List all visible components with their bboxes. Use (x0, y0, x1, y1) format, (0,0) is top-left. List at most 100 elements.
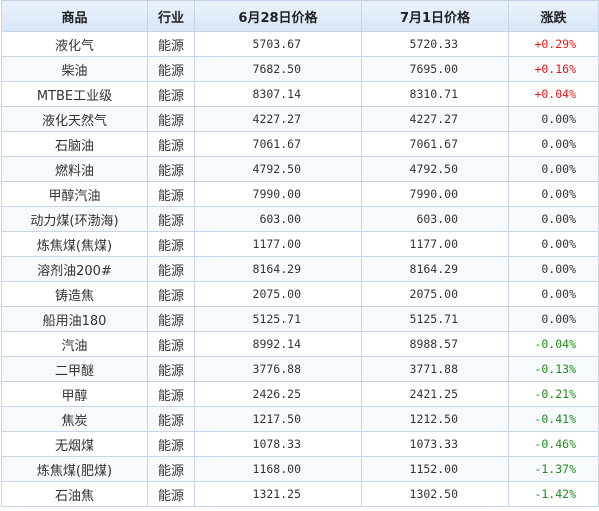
change-cell: 0.00% (508, 131, 599, 157)
commodity-name: 无烟煤 (1, 431, 148, 457)
commodity-name: 汽油 (1, 331, 148, 357)
change-cell: -1.42% (508, 481, 599, 507)
price-jun28-cell: 8307.14 (194, 81, 362, 107)
price-jul1-cell: 1152.00 (361, 456, 509, 482)
price-jun28-cell: 1217.50 (194, 406, 362, 432)
industry-cell: 能源 (147, 56, 195, 82)
commodity-name: 动力煤(环渤海) (1, 206, 148, 232)
price-jun28-cell: 7682.50 (194, 56, 362, 82)
change-cell: 0.00% (508, 281, 599, 307)
table-row: 燃料油 能源 4792.50 4792.50 0.00% (1, 156, 599, 182)
price-jun28-cell: 1078.33 (194, 431, 362, 457)
industry-cell: 能源 (147, 181, 195, 207)
commodity-name: 石脑油 (1, 131, 148, 157)
commodity-name: 液化气 (1, 31, 148, 57)
table-row: 动力煤(环渤海) 能源 603.00 603.00 0.00% (1, 206, 599, 232)
change-cell: -1.37% (508, 456, 599, 482)
change-cell: +0.29% (508, 31, 599, 57)
price-jun28-cell: 3776.88 (194, 356, 362, 382)
table-row: 船用油180 能源 5125.71 5125.71 0.00% (1, 306, 599, 332)
price-jul1-cell: 2075.00 (361, 281, 509, 307)
price-jul1-cell: 1073.33 (361, 431, 509, 457)
table-body: 液化气 能源 5703.67 5720.33 +0.29% 柴油 能源 7682.50 7695… (1, 31, 599, 507)
commodity-name: 石油焦 (1, 481, 148, 507)
price-jul1-cell: 603.00 (361, 206, 509, 232)
industry-cell: 能源 (147, 156, 195, 182)
table-row: 铸造焦 能源 2075.00 2075.00 0.00% (1, 281, 599, 307)
price-jun28-cell: 4792.50 (194, 156, 362, 182)
price-jun28-cell: 8992.14 (194, 331, 362, 357)
header-price-jul1: 7月1日价格 (361, 0, 509, 32)
industry-cell: 能源 (147, 31, 195, 57)
industry-cell: 能源 (147, 306, 195, 332)
commodity-name: 甲醇汽油 (1, 181, 148, 207)
table-row: 甲醇 能源 2426.25 2421.25 -0.21% (1, 381, 599, 407)
table-row: 汽油 能源 8992.14 8988.57 -0.04% (1, 331, 599, 357)
industry-cell: 能源 (147, 106, 195, 132)
price-jun28-cell: 603.00 (194, 206, 362, 232)
change-cell: 0.00% (508, 231, 599, 257)
change-cell: 0.00% (508, 106, 599, 132)
price-jul1-cell: 8164.29 (361, 256, 509, 282)
price-jun28-cell: 7061.67 (194, 131, 362, 157)
commodity-name: 炼焦煤(焦煤) (1, 231, 148, 257)
industry-cell: 能源 (147, 206, 195, 232)
price-jul1-cell: 2421.25 (361, 381, 509, 407)
industry-cell: 能源 (147, 131, 195, 157)
change-cell: -0.21% (508, 381, 599, 407)
table-row: 柴油 能源 7682.50 7695.00 +0.16% (1, 56, 599, 82)
price-jul1-cell: 1302.50 (361, 481, 509, 507)
table-row: 液化气 能源 5703.67 5720.33 +0.29% (1, 31, 599, 57)
industry-cell: 能源 (147, 331, 195, 357)
industry-cell: 能源 (147, 481, 195, 507)
price-jun28-cell: 1168.00 (194, 456, 362, 482)
table-row: 二甲醚 能源 3776.88 3771.88 -0.13% (1, 356, 599, 382)
change-cell: +0.16% (508, 56, 599, 82)
price-jun28-cell: 5703.67 (194, 31, 362, 57)
table-row: 炼焦煤(焦煤) 能源 1177.00 1177.00 0.00% (1, 231, 599, 257)
price-jul1-cell: 5720.33 (361, 31, 509, 57)
commodity-name: 炼焦煤(肥煤) (1, 456, 148, 482)
price-jun28-cell: 5125.71 (194, 306, 362, 332)
commodity-name: 船用油180 (1, 306, 148, 332)
price-jul1-cell: 5125.71 (361, 306, 509, 332)
change-cell: 0.00% (508, 306, 599, 332)
price-jul1-cell: 1177.00 (361, 231, 509, 257)
change-cell: 0.00% (508, 256, 599, 282)
commodity-name: 甲醇 (1, 381, 148, 407)
price-jul1-cell: 7695.00 (361, 56, 509, 82)
price-jun28-cell: 2426.25 (194, 381, 362, 407)
header-commodity: 商品 (1, 0, 148, 32)
commodity-name: 铸造焦 (1, 281, 148, 307)
industry-cell: 能源 (147, 281, 195, 307)
commodity-name: 溶剂油200# (1, 256, 148, 282)
change-cell: 0.00% (508, 156, 599, 182)
table-row: 溶剂油200# 能源 8164.29 8164.29 0.00% (1, 256, 599, 282)
price-jun28-cell: 8164.29 (194, 256, 362, 282)
table-row: 石脑油 能源 7061.67 7061.67 0.00% (1, 131, 599, 157)
change-cell: -0.04% (508, 331, 599, 357)
table-row: 液化天然气 能源 4227.27 4227.27 0.00% (1, 106, 599, 132)
change-cell: -0.46% (508, 431, 599, 457)
industry-cell: 能源 (147, 231, 195, 257)
change-cell: -0.13% (508, 356, 599, 382)
table-row: 无烟煤 能源 1078.33 1073.33 -0.46% (1, 431, 599, 457)
header-industry: 行业 (147, 0, 195, 32)
price-jul1-cell: 4227.27 (361, 106, 509, 132)
commodity-name: 液化天然气 (1, 106, 148, 132)
industry-cell: 能源 (147, 381, 195, 407)
price-jun28-cell: 2075.00 (194, 281, 362, 307)
industry-cell: 能源 (147, 406, 195, 432)
industry-cell: 能源 (147, 81, 195, 107)
change-cell: -0.41% (508, 406, 599, 432)
change-cell: +0.04% (508, 81, 599, 107)
table-row: 炼焦煤(肥煤) 能源 1168.00 1152.00 -1.37% (1, 456, 599, 482)
commodity-name: 燃料油 (1, 156, 148, 182)
price-jul1-cell: 8310.71 (361, 81, 509, 107)
price-jun28-cell: 1177.00 (194, 231, 362, 257)
header-price-jun28: 6月28日价格 (194, 0, 362, 32)
price-jul1-cell: 3771.88 (361, 356, 509, 382)
table-row: 甲醇汽油 能源 7990.00 7990.00 0.00% (1, 181, 599, 207)
table-header-row: 商品 行业 6月28日价格 7月1日价格 涨跌 (1, 0, 599, 32)
price-jun28-cell: 4227.27 (194, 106, 362, 132)
